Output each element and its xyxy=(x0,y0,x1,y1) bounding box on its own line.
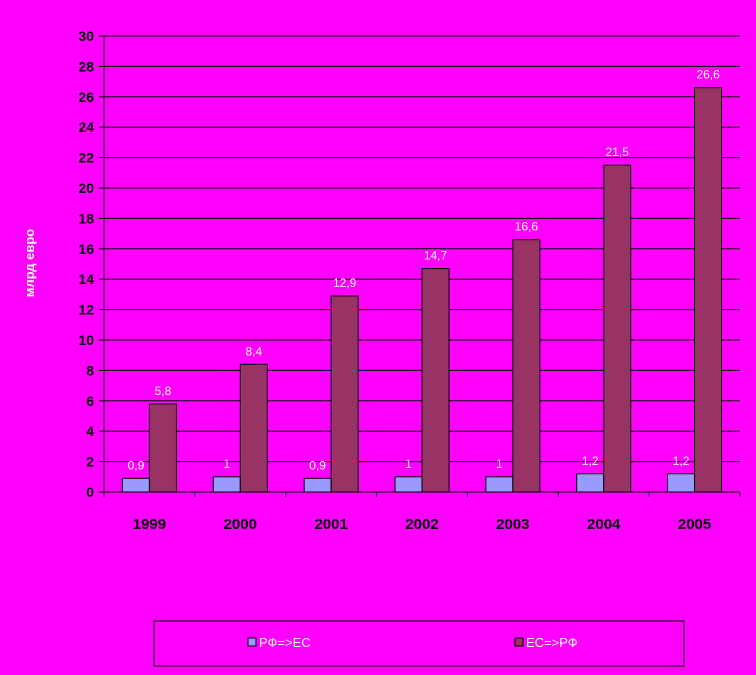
data-label: 12,9 xyxy=(333,276,357,290)
legend: РФ=>ЕС ЕС=>РФ xyxy=(153,620,685,667)
data-label: 1,2 xyxy=(673,454,690,468)
x-tick-label: 2000 xyxy=(224,516,257,533)
bar xyxy=(603,164,632,493)
y-tick-label: 2 xyxy=(86,454,94,470)
bars xyxy=(121,87,723,493)
y-tick-label: 14 xyxy=(78,271,94,287)
data-label: 1 xyxy=(496,457,503,471)
x-tick-label: 2001 xyxy=(314,516,347,533)
x-tick-label: 2002 xyxy=(405,516,438,533)
bar xyxy=(121,477,150,493)
y-tick-label: 22 xyxy=(78,150,94,166)
data-label: 1,2 xyxy=(582,454,599,468)
y-tick-label: 28 xyxy=(78,58,94,74)
x-tick-label: 2005 xyxy=(678,516,711,533)
bar xyxy=(148,403,177,493)
y-tick-label: 6 xyxy=(86,393,94,409)
legend-box xyxy=(153,620,685,667)
legend-label: РФ=>ЕС xyxy=(259,635,311,650)
bar xyxy=(694,87,723,493)
data-label: 14,7 xyxy=(424,249,448,263)
data-label: 1 xyxy=(223,457,230,471)
data-label: 26,6 xyxy=(696,68,720,82)
data-label: 0,9 xyxy=(128,458,145,472)
y-tick-label: 18 xyxy=(78,210,94,226)
bar xyxy=(421,268,450,493)
x-tick-label: 2003 xyxy=(496,516,529,533)
x-tick-label: 1999 xyxy=(133,516,166,533)
bar xyxy=(212,476,241,493)
legend-swatch xyxy=(247,637,257,647)
y-tick-label: 0 xyxy=(86,484,94,500)
y-tick-label: 24 xyxy=(78,119,94,135)
data-label: 5,8 xyxy=(155,384,172,398)
y-tick-label: 16 xyxy=(78,241,94,257)
data-labels: 0,9 5,8 1 8,4 0,9 12,9 1 14,7 1 16,6 1,2 21,5 1,2 26,… xyxy=(128,68,720,473)
data-label: 21,5 xyxy=(606,145,630,159)
data-label: 8,4 xyxy=(245,344,262,358)
y-tick-label: 30 xyxy=(78,28,94,44)
y-axis-label: млрд евро xyxy=(22,229,37,298)
bar xyxy=(485,476,514,493)
bar xyxy=(303,477,332,493)
y-tick-label: 26 xyxy=(78,89,94,105)
data-label: 0,9 xyxy=(309,458,326,472)
legend-label: ЕС=>РФ xyxy=(526,635,578,650)
y-tick-label: 8 xyxy=(86,362,94,378)
y-tick-label: 10 xyxy=(78,332,94,348)
y-tick-label: 12 xyxy=(78,302,94,318)
data-label: 16,6 xyxy=(515,220,539,234)
bar xyxy=(512,239,541,493)
axes xyxy=(99,35,741,497)
bar xyxy=(576,473,605,493)
y-tick-label: 4 xyxy=(86,423,94,439)
bar xyxy=(239,363,268,493)
bar xyxy=(394,476,423,493)
x-tick-labels: 1999 2000 2001 2002 2003 2004 2005 xyxy=(133,516,712,533)
legend-swatch xyxy=(514,637,524,647)
data-label: 1 xyxy=(405,457,412,471)
bar xyxy=(667,473,696,493)
y-tick-label: 20 xyxy=(78,180,94,196)
bar xyxy=(330,295,359,493)
x-tick-label: 2004 xyxy=(587,516,621,533)
